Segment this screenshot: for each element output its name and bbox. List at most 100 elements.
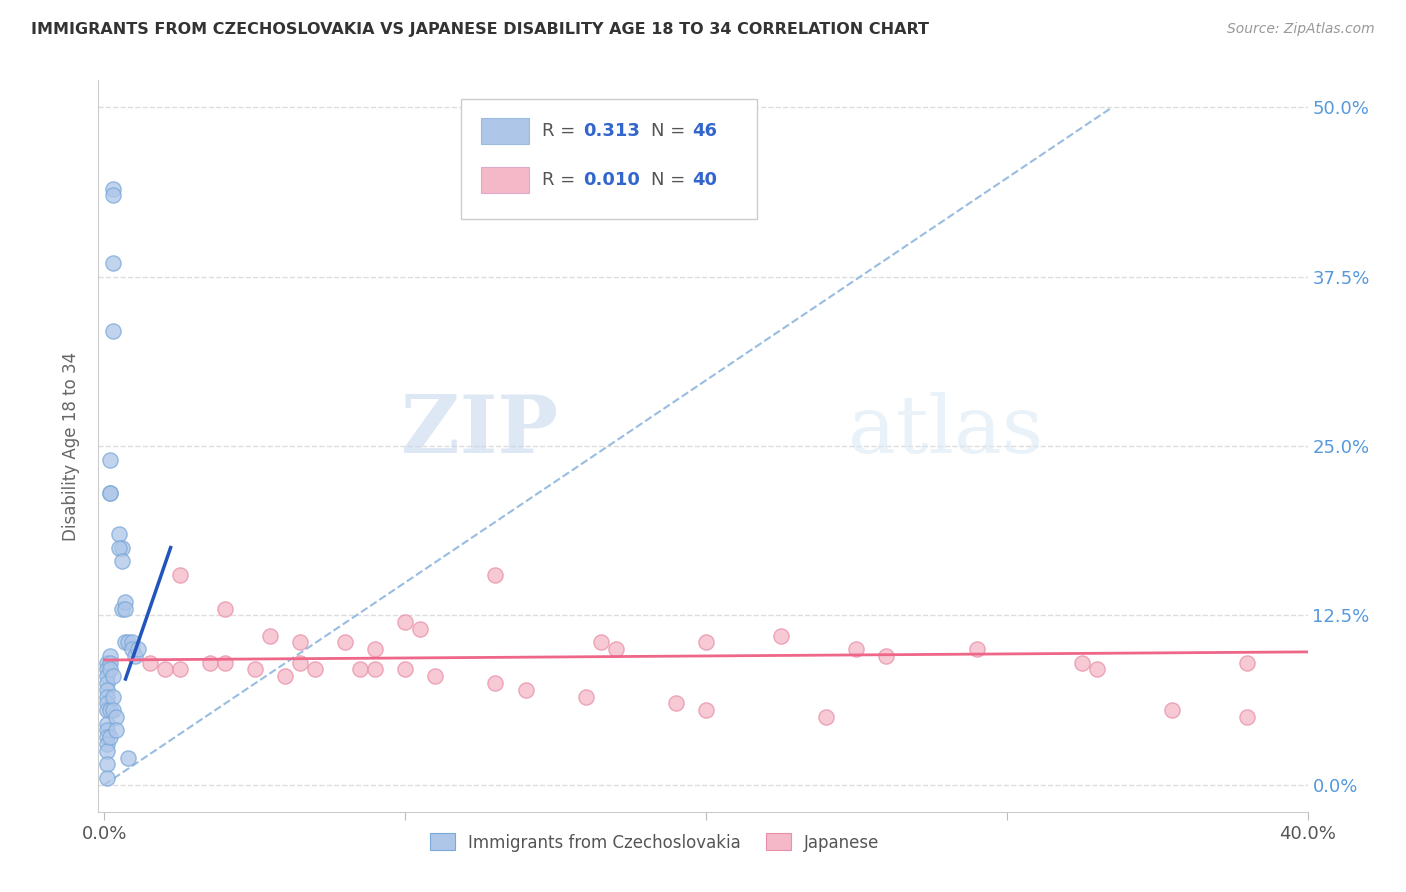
Point [100,656,122,670]
Point [100,486,122,500]
Point [111,554,134,568]
Point [96,656,118,670]
Point [127,642,149,657]
Point [304,663,326,677]
Point [96,676,118,690]
Point [1236,710,1258,724]
Point [288,656,311,670]
FancyBboxPatch shape [461,99,758,219]
Point [103,256,125,270]
Point [103,181,125,195]
Point [349,663,371,677]
Y-axis label: Disability Age 18 to 34: Disability Age 18 to 34 [62,351,80,541]
Point [114,595,136,609]
Point [100,703,122,717]
Point [695,635,717,649]
Point [117,635,139,649]
Point [100,730,122,744]
Point [484,567,506,582]
Point [169,663,191,677]
Text: Source: ZipAtlas.com: Source: ZipAtlas.com [1227,22,1375,37]
Point [108,527,131,541]
Point [515,682,537,697]
Point [845,642,868,657]
Point [288,635,311,649]
Point [96,716,118,731]
Point [96,690,118,704]
Point [100,452,122,467]
Point [114,635,136,649]
Point [484,676,506,690]
Point [695,703,717,717]
Point [1071,656,1094,670]
Point [214,601,236,615]
Point [1236,656,1258,670]
Point [96,744,118,758]
Point [105,723,128,738]
Text: atlas: atlas [848,392,1043,470]
Text: 0.010: 0.010 [583,170,640,189]
Point [243,663,266,677]
Point [105,710,128,724]
Text: R =: R = [543,121,581,140]
Point [875,648,897,663]
Point [121,635,143,649]
Point [425,669,447,683]
Point [103,324,125,338]
Point [117,750,139,764]
Point [364,642,387,657]
Point [96,703,118,717]
Point [333,635,356,649]
Point [575,690,598,704]
Point [770,629,793,643]
Text: 0.313: 0.313 [583,121,640,140]
Point [124,648,146,663]
Text: 46: 46 [692,121,717,140]
Point [111,541,134,555]
Point [153,663,176,677]
Point [394,663,416,677]
Point [100,486,122,500]
Point [364,663,387,677]
Point [96,757,118,772]
Point [259,629,281,643]
Point [1161,703,1184,717]
Point [198,656,221,670]
Point [138,656,160,670]
Text: N =: N = [651,121,690,140]
Point [111,601,134,615]
Point [96,730,118,744]
Point [121,642,143,657]
Point [103,188,125,202]
Point [96,723,118,738]
Legend: Immigrants from Czechoslovakia, Japanese: Immigrants from Czechoslovakia, Japanese [423,827,886,858]
Point [103,690,125,704]
Point [100,648,122,663]
Point [96,663,118,677]
Point [169,567,191,582]
FancyBboxPatch shape [481,168,529,193]
Text: IMMIGRANTS FROM CZECHOSLOVAKIA VS JAPANESE DISABILITY AGE 18 TO 34 CORRELATION C: IMMIGRANTS FROM CZECHOSLOVAKIA VS JAPANE… [31,22,929,37]
Point [815,710,838,724]
Point [96,697,118,711]
Point [108,541,131,555]
Text: 40: 40 [692,170,717,189]
Point [274,669,297,683]
Point [96,682,118,697]
Point [1085,663,1108,677]
Point [589,635,612,649]
Point [103,703,125,717]
Point [96,737,118,751]
FancyBboxPatch shape [481,119,529,144]
Point [100,663,122,677]
Point [665,697,688,711]
Text: N =: N = [651,170,690,189]
Point [394,615,416,629]
Text: R =: R = [543,170,581,189]
Point [103,669,125,683]
Point [114,601,136,615]
Point [605,642,627,657]
Point [96,669,118,683]
Point [96,771,118,785]
Point [214,656,236,670]
